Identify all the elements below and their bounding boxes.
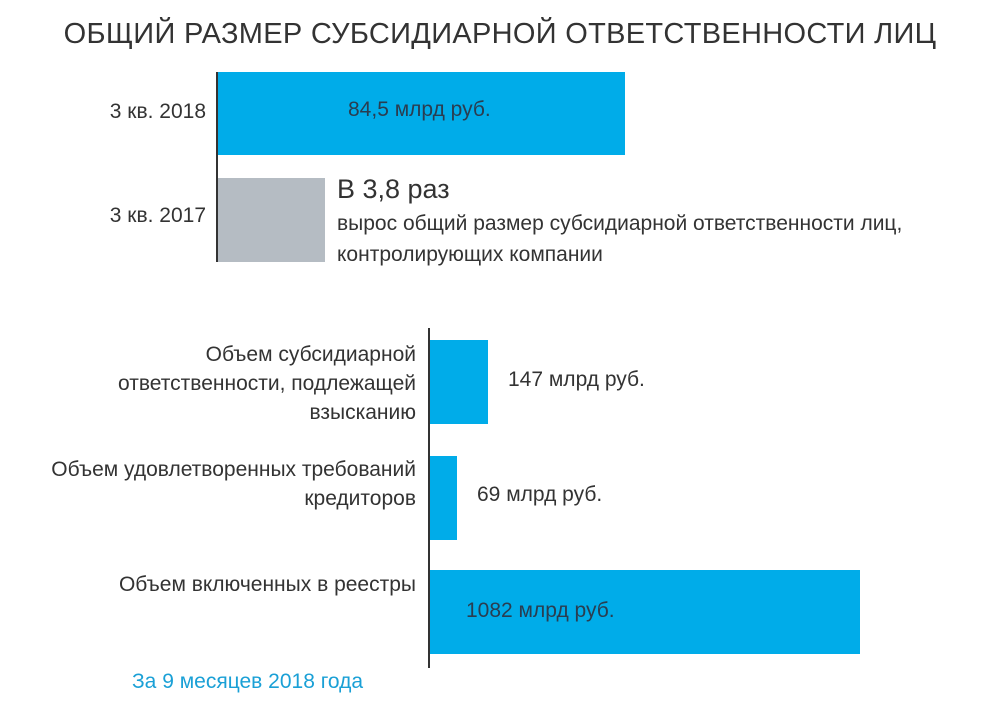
top-category-label-2017: 3 кв. 2017 <box>109 204 206 227</box>
bottom-chart-axis <box>428 328 430 668</box>
top-bar-2018 <box>218 72 625 155</box>
bottom-bar-satisfied <box>430 456 457 540</box>
bottom-category-label-satisfied: Объем удовлетворенных требований кредито… <box>51 458 416 510</box>
top-value-label-2018: 84,5 млрд руб. <box>348 98 491 121</box>
growth-callout-headline: В 3,8 раз <box>337 174 450 204</box>
bottom-bar-registries <box>430 570 860 654</box>
top-category-label-2018: 3 кв. 2018 <box>109 100 206 123</box>
growth-callout-text: вырос общий размер субсидиарной ответств… <box>337 212 903 266</box>
bottom-category-label-registries: Объем включенных в реестры <box>118 573 416 596</box>
bottom-value-label-satisfied: 69 млрд руб. <box>477 483 603 506</box>
bottom-category-label-liability: Объем субсидиарной ответственности, подл… <box>118 343 416 424</box>
period-footnote: За 9 месяцев 2018 года <box>132 670 364 693</box>
bottom-bar-liability <box>430 340 488 424</box>
chart-title: ОБЩИЙ РАЗМЕР СУБСИДИАРНОЙ ОТВЕТСТВЕННОСТ… <box>63 18 937 50</box>
bottom-value-label-registries: 1082 млрд руб. <box>466 599 615 622</box>
top-chart-axis <box>216 72 218 262</box>
top-bar-2017 <box>218 178 325 262</box>
bottom-value-label-liability: 147 млрд руб. <box>508 368 645 391</box>
